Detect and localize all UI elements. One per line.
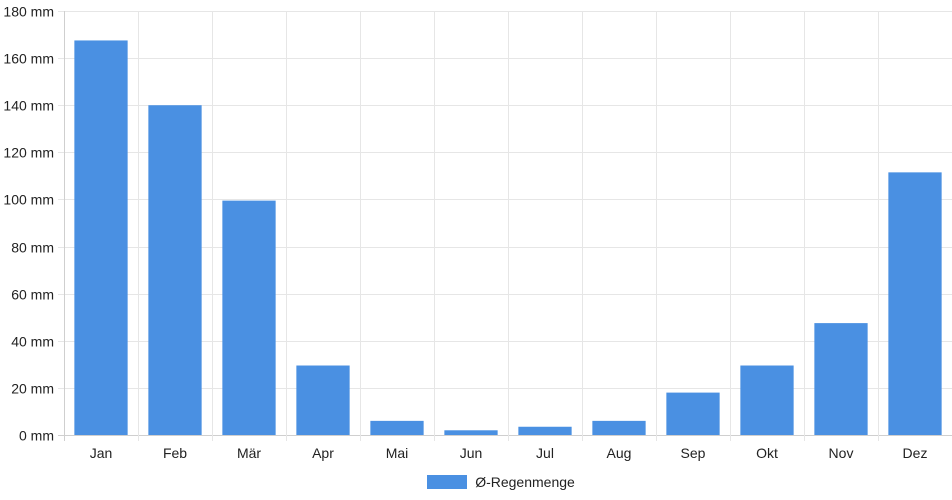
x-tick-label: Mai (386, 445, 409, 461)
bar-aug (592, 420, 646, 435)
x-tick-label: Sep (681, 445, 706, 461)
bar-dez (888, 172, 942, 435)
x-tick-label: Okt (756, 445, 778, 461)
bar-apr (296, 365, 350, 435)
bar-jul (518, 426, 572, 435)
legend[interactable]: Ø-Regenmenge (0, 470, 952, 494)
bar-okt (740, 365, 794, 435)
bar-sep (666, 392, 720, 435)
x-tick-label: Apr (312, 445, 334, 461)
y-tick-label: 100 mm (3, 192, 54, 208)
bars (74, 40, 942, 435)
bar-mai (370, 420, 424, 435)
x-tick-label: Mär (237, 445, 261, 461)
y-tick-label: 20 mm (11, 381, 54, 397)
x-axis: Jan Feb Mär Apr Mai Jun Jul Aug Sep Okt Nov Dez (90, 445, 928, 461)
y-tick-label: 40 mm (11, 334, 54, 350)
y-tick-label: 120 mm (3, 145, 54, 161)
y-axis: 0 mm 20 mm 40 mm 60 mm 80 mm 100 mm 120 mm 140 … (3, 4, 54, 444)
y-tick-label: 0 mm (19, 428, 54, 444)
bar-jan (74, 40, 128, 435)
bar-jun (444, 430, 498, 435)
y-tick-label: 180 mm (3, 4, 54, 20)
grid (58, 11, 952, 441)
x-tick-label: Jun (460, 445, 483, 461)
x-tick-label: Jan (90, 445, 113, 461)
y-tick-label: 80 mm (11, 240, 54, 256)
y-tick-label: 140 mm (3, 98, 54, 114)
bar-mär (222, 200, 276, 435)
y-tick-label: 160 mm (3, 51, 54, 67)
legend-label: Ø-Regenmenge (475, 474, 575, 490)
legend-swatch (427, 475, 468, 489)
x-tick-label: Nov (829, 445, 854, 461)
x-tick-label: Aug (607, 445, 632, 461)
chart-canvas: 0 mm 20 mm 40 mm 60 mm 80 mm 100 mm 120 mm 140 … (3, 4, 952, 461)
x-tick-label: Feb (163, 445, 187, 461)
x-tick-label: Jul (536, 445, 554, 461)
x-tick-label: Dez (903, 445, 928, 461)
y-tick-label: 60 mm (11, 287, 54, 303)
bar-feb (148, 105, 202, 435)
bar-nov (814, 323, 868, 435)
